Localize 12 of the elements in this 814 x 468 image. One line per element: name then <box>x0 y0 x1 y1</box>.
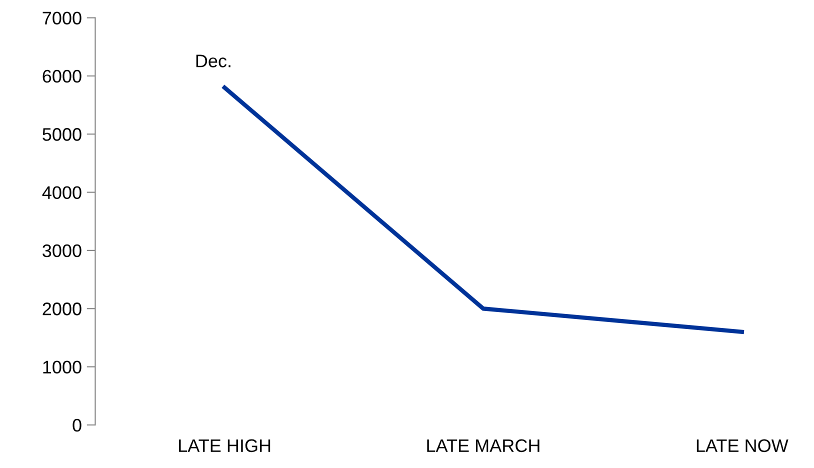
y-tick-label: 0 <box>72 418 82 432</box>
y-tick-label: 2000 <box>42 302 82 316</box>
y-tick-label: 6000 <box>42 70 82 83</box>
annotation: Dec. <box>196 54 230 68</box>
y-tick-label: 1000 <box>43 360 82 374</box>
x-tick-label: LATE HIGH <box>179 439 270 452</box>
y-tick-label: 5000 <box>42 128 82 141</box>
y-tick-label: 4000 <box>42 186 82 199</box>
y-tick-label: 7000 <box>42 12 82 25</box>
y-tick-label: 3000 <box>42 244 82 258</box>
x-tick-label: LATE NOW <box>696 439 788 452</box>
x-tick-label: LATE MARCH <box>427 439 540 452</box>
